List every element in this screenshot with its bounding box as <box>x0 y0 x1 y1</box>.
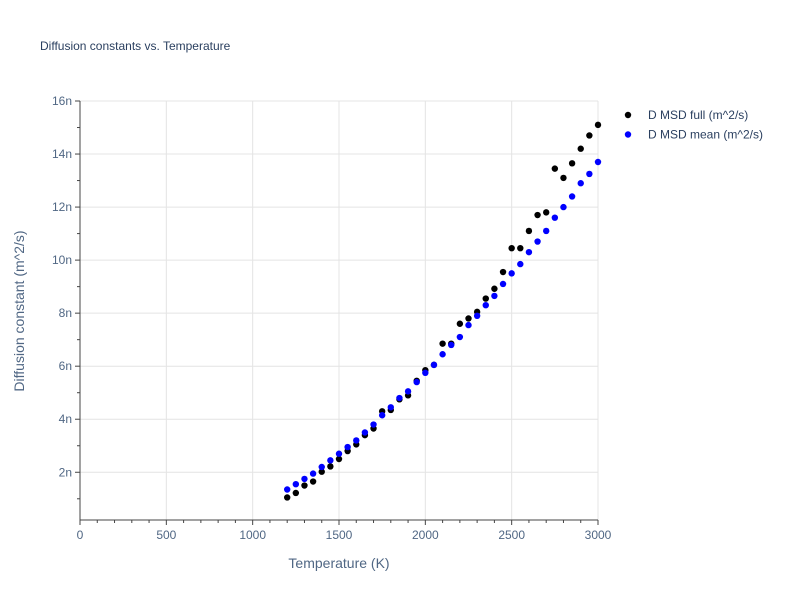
data-point-mean <box>422 369 429 377</box>
x-tick-label: 2500 <box>498 528 525 542</box>
data-point-mean <box>430 361 438 369</box>
x-tick-label: 2000 <box>412 528 439 542</box>
data-point-mean <box>370 421 377 428</box>
data-point-mean <box>517 260 524 268</box>
data-point-mean <box>534 238 541 245</box>
grid <box>80 100 599 520</box>
data-point-mean <box>577 180 584 187</box>
data-point-mean <box>318 463 325 471</box>
y-tick-label: 14n <box>52 147 72 161</box>
data-point-mean <box>586 170 593 178</box>
data-point-full <box>594 121 602 129</box>
data-point-full <box>491 285 498 292</box>
data-point-mean <box>404 388 412 395</box>
data-point-full <box>318 468 325 475</box>
data-point-mean <box>543 227 550 235</box>
data-point-full <box>534 211 541 219</box>
data-point-mean <box>482 301 489 309</box>
y-tick-label: 4n <box>59 412 72 426</box>
legend-item-label[interactable]: D MSD mean (m^2/s) <box>648 128 763 142</box>
data-point-mean <box>344 443 351 451</box>
data-point-mean <box>309 470 317 477</box>
data-point-mean <box>448 341 455 349</box>
data-point-full <box>309 478 317 485</box>
data-point-full <box>551 165 559 172</box>
data-point-mean <box>396 394 403 402</box>
data-point-mean <box>284 486 291 493</box>
data-point-mean <box>465 321 472 329</box>
data-point-mean <box>491 292 498 300</box>
data-point-full <box>292 489 300 497</box>
data-points <box>284 121 602 501</box>
y-tick-label: 8n <box>59 306 72 320</box>
data-point-mean <box>387 404 394 411</box>
legend-item-label[interactable]: D MSD full (m^2/s) <box>648 108 748 122</box>
data-point-mean <box>301 475 308 483</box>
data-point-full <box>543 209 550 216</box>
data-point-mean <box>499 280 507 288</box>
y-tick-label: 16n <box>52 94 72 108</box>
data-point-mean <box>594 158 602 166</box>
y-tick-label: 12n <box>52 200 72 214</box>
data-point-mean <box>327 457 334 464</box>
y-tick-label: 6n <box>59 359 72 373</box>
legend[interactable]: D MSD full (m^2/s) D MSD mean (m^2/s) <box>624 108 763 142</box>
data-point-full <box>508 244 515 252</box>
data-point-mean <box>361 429 369 436</box>
data-point-mean <box>560 203 567 211</box>
data-point-full <box>456 320 464 327</box>
axes: 0 500 1000 1500 2000 2500 3000 2n 4n 6n 8n 10n 12n 14… <box>52 94 612 542</box>
data-point-mean <box>439 351 446 358</box>
data-point-full <box>586 132 593 139</box>
y-tick-label: 2n <box>59 465 72 479</box>
x-tick-label: 0 <box>77 528 84 542</box>
data-point-full <box>525 227 533 235</box>
data-point-mean <box>508 270 515 277</box>
x-axis-title: Temperature (K) <box>288 555 389 571</box>
data-point-mean <box>292 480 300 488</box>
data-point-full <box>284 494 291 501</box>
data-point-mean <box>353 437 360 444</box>
data-point-full <box>568 160 576 167</box>
data-point-full <box>465 315 472 322</box>
data-point-full <box>577 145 584 152</box>
data-point-mean <box>378 412 386 419</box>
data-point-full <box>517 244 524 252</box>
x-tick-label: 1500 <box>326 528 353 542</box>
data-point-full <box>327 463 334 470</box>
legend-marker[interactable] <box>624 131 632 138</box>
data-point-mean <box>456 333 464 341</box>
data-point-mean <box>413 378 420 386</box>
data-point-full <box>560 174 567 182</box>
data-point-mean <box>525 248 533 256</box>
data-point-full <box>439 340 446 347</box>
legend-marker[interactable] <box>624 111 632 119</box>
data-point-mean <box>473 312 481 320</box>
y-tick-label: 10n <box>52 253 72 267</box>
data-point-mean <box>568 193 576 200</box>
data-point-full <box>301 482 308 489</box>
data-point-full <box>499 268 507 276</box>
x-tick-label: 1000 <box>239 528 266 542</box>
data-point-mean <box>335 450 343 457</box>
data-point-full <box>335 455 343 463</box>
x-tick-label: 3000 <box>585 528 612 542</box>
chart-title: Diffusion constants vs. Temperature <box>40 39 231 53</box>
data-point-mean <box>551 214 559 221</box>
data-point-full <box>482 295 489 302</box>
y-axis-title: Diffusion constant (m^2/s) <box>11 230 27 391</box>
x-tick-label: 500 <box>156 528 176 542</box>
